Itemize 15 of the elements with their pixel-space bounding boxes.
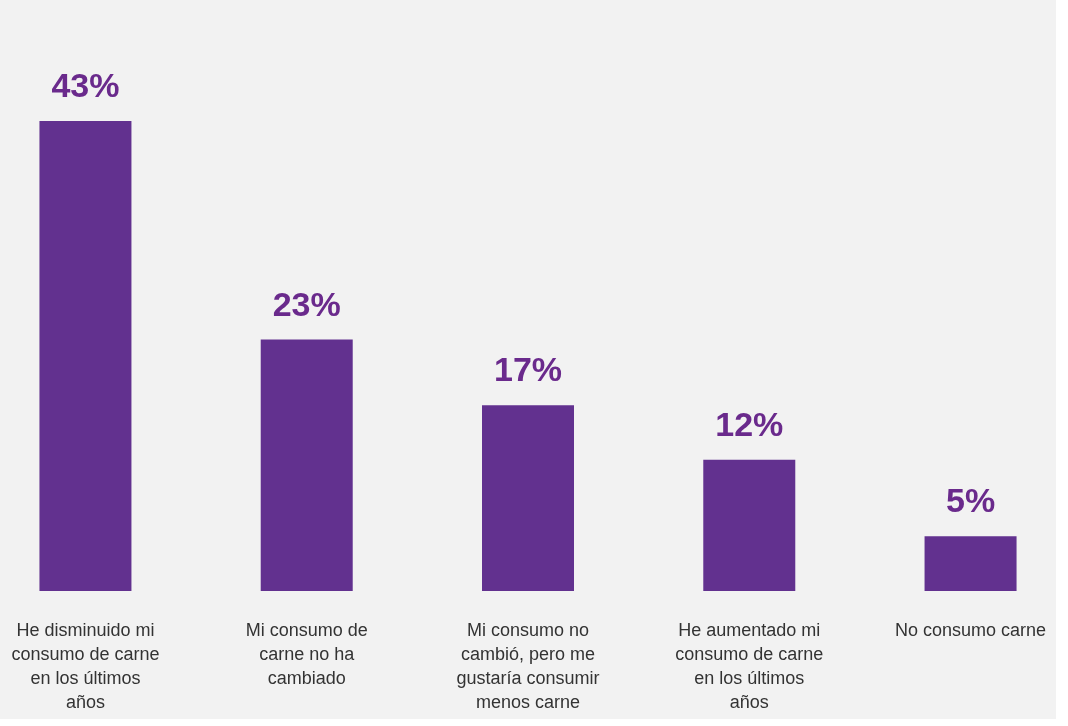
x-tick-label: No consumo carne [895,619,1047,640]
data-label: 12% [715,404,784,443]
x-tick-label: Mi consumo de carne no ha cambiado [245,619,368,688]
x-tick-label: Mi consumo no cambió, pero me gustaría consumir menos carne [456,619,600,712]
bar [39,121,132,591]
bar [260,339,353,591]
bar [703,459,796,591]
data-label: 5% [945,481,996,520]
data-label: 43% [51,66,120,104]
bar [924,536,1017,591]
x-tick-label: He disminuido mi consumo de carne en los últimos años [11,619,160,712]
data-label: 17% [493,350,563,389]
x-tick-label: He aumentado mi consumo de carne en los últimos años [675,619,824,712]
bar [482,405,574,591]
data-label: 23% [272,284,341,323]
